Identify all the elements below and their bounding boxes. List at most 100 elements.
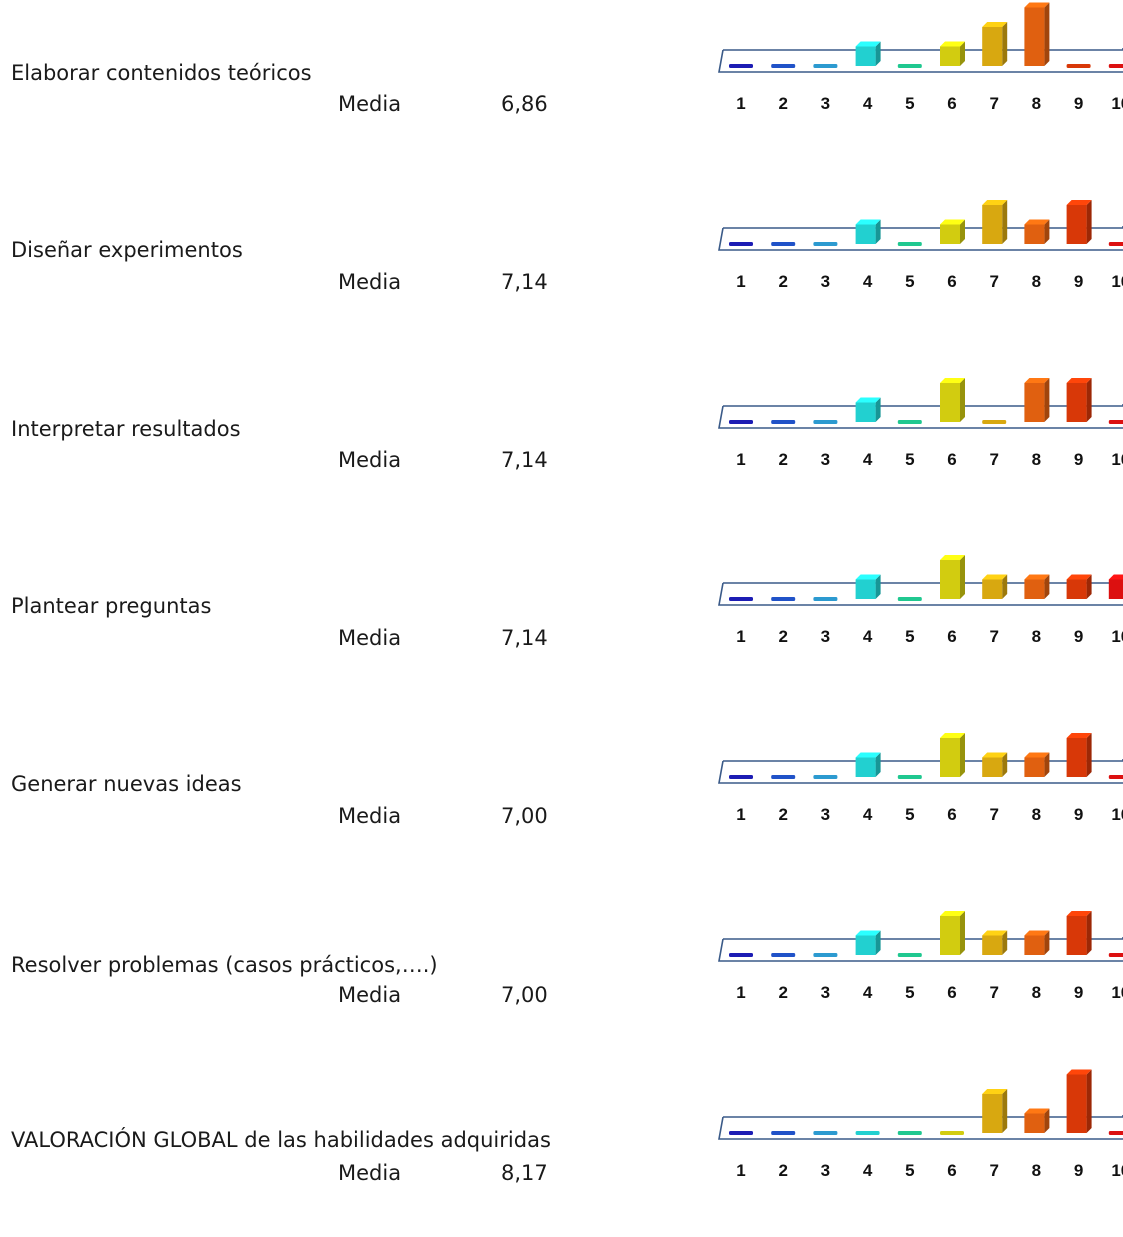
bar: [1024, 219, 1050, 244]
bar-zero: [1108, 1131, 1123, 1135]
bar-zero: [897, 775, 922, 779]
tick-label: 8: [1032, 805, 1041, 824]
tick-label: 4: [863, 983, 873, 1002]
media-label: Media: [338, 92, 402, 116]
tick-label: 5: [905, 1161, 914, 1180]
tick-label: 1: [736, 450, 745, 469]
bar-zero: [897, 64, 922, 68]
bar: [1066, 200, 1092, 244]
bar: [1066, 911, 1092, 955]
tick-label: 4: [863, 627, 873, 646]
item-label: Interpretar resultados: [11, 417, 241, 441]
tick-label: 3: [821, 1161, 830, 1180]
bar: [855, 219, 881, 244]
item-label: Elaborar contenidos teóricos: [11, 61, 312, 85]
tick-label: 2: [778, 627, 787, 646]
bar-zero: [771, 953, 796, 957]
bar: [1024, 752, 1050, 777]
tick-label: 6: [947, 272, 956, 291]
media-value: 7,00: [501, 983, 548, 1007]
bar: [855, 752, 881, 777]
survey-item: Plantear preguntas Media 7,14 1 2 3 4 5 6 7 8 9 10: [0, 533, 1123, 703]
bar-zero: [855, 1131, 880, 1135]
tick-label: 10: [1111, 94, 1123, 113]
tick-label: 7: [989, 983, 998, 1002]
distribution-chart: 1 2 3 4 5 6 7 8 9 10: [718, 378, 1123, 469]
tick-label: 9: [1074, 94, 1083, 113]
tick-label: 1: [736, 272, 745, 291]
tick-label: 4: [863, 272, 873, 291]
bar-zero: [1108, 775, 1123, 779]
bar: [855, 397, 881, 422]
tick-label: 6: [947, 805, 956, 824]
bar: [1108, 574, 1123, 599]
bar: [1024, 1108, 1050, 1133]
tick-label: 9: [1074, 272, 1083, 291]
bar-zero: [1108, 242, 1123, 246]
tick-label: 3: [821, 983, 830, 1002]
tick-label: 5: [905, 94, 914, 113]
survey-item: Resolver problemas (casos prácticos,….) M…: [0, 889, 1123, 1059]
survey-item: Interpretar resultados Media 7,14 1 2 3 4 5 6 7 8 9…: [0, 356, 1123, 526]
tick-label: 7: [989, 805, 998, 824]
distribution-chart: 1 2 3 4 5 6 7 8 9 10: [718, 555, 1123, 646]
bar: [940, 219, 965, 244]
bar-zero: [771, 597, 796, 601]
distribution-chart: 1 2 3 4 5 6 7 8 9 10: [718, 911, 1123, 1002]
tick-label: 10: [1111, 627, 1123, 646]
bar: [1024, 378, 1050, 422]
bar: [940, 378, 965, 422]
bar-zero: [897, 242, 922, 246]
tick-label: 8: [1032, 983, 1041, 1002]
tick-label: 10: [1111, 450, 1123, 469]
media-value: 7,14: [501, 448, 548, 472]
survey-item: VALORACIÓN GLOBAL de las habilidades adq…: [0, 1067, 1123, 1237]
bar-zero: [771, 1131, 796, 1135]
tick-label: 10: [1111, 805, 1123, 824]
media-value: 7,00: [501, 804, 548, 828]
bar-zero: [813, 1131, 838, 1135]
survey-item: Generar nuevas ideas Media 7,00 1 2 3 4 5 6 7 8 9 10: [0, 711, 1123, 881]
bar: [940, 733, 965, 777]
tick-label: 7: [989, 627, 998, 646]
bar-zero: [813, 775, 838, 779]
item-label: Generar nuevas ideas: [11, 772, 242, 796]
tick-label: 4: [863, 450, 873, 469]
tick-label: 4: [863, 805, 873, 824]
bar: [982, 930, 1008, 955]
tick-label: 10: [1111, 1161, 1123, 1180]
tick-label: 2: [778, 272, 787, 291]
bar-zero: [813, 242, 838, 246]
media-value: 6,86: [501, 92, 548, 116]
bar-zero: [940, 1131, 964, 1135]
tick-label: 6: [947, 450, 956, 469]
bar-zero: [1066, 64, 1091, 68]
tick-label: 3: [821, 627, 830, 646]
bar-zero: [897, 420, 922, 424]
bar: [1024, 2, 1050, 66]
bar-zero: [897, 597, 922, 601]
survey-item: Elaborar contenidos teóricos Media 6,86 1 2 3…: [0, 0, 1123, 170]
tick-label: 4: [863, 94, 873, 113]
bar: [1066, 733, 1092, 777]
bar: [855, 574, 881, 599]
distribution-chart: 1 2 3 4 5 6 7 8 9 10: [718, 2, 1123, 113]
tick-label: 1: [736, 1161, 745, 1180]
bar-zero: [729, 597, 753, 601]
bar-zero: [771, 64, 796, 68]
tick-label: 5: [905, 983, 914, 1002]
tick-label: 8: [1032, 450, 1041, 469]
bar-zero: [771, 420, 796, 424]
tick-label: 1: [736, 94, 745, 113]
tick-label: 6: [947, 627, 956, 646]
tick-label: 8: [1032, 1161, 1041, 1180]
tick-label: 3: [821, 94, 830, 113]
tick-label: 5: [905, 627, 914, 646]
bar-zero: [729, 420, 753, 424]
tick-label: 5: [905, 805, 914, 824]
bar-zero: [729, 1131, 753, 1135]
tick-label: 9: [1074, 1161, 1083, 1180]
media-label: Media: [338, 983, 402, 1007]
tick-label: 1: [736, 627, 745, 646]
bar-zero: [729, 953, 753, 957]
